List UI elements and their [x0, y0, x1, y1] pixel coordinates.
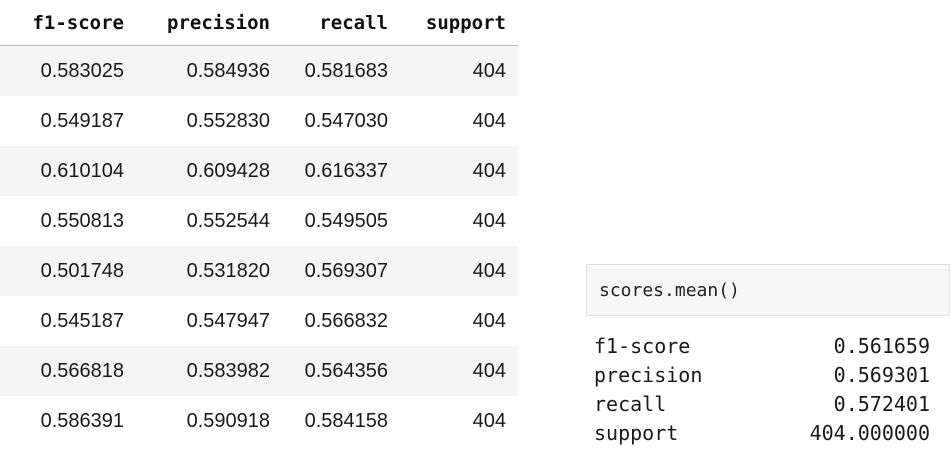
- cell-support: 404: [472, 209, 506, 232]
- output-value: 0.561659: [833, 334, 930, 358]
- column-header-recall: recall: [282, 0, 400, 46]
- mean-series-output: f1-score 0.561659 precision 0.569301 rec…: [594, 332, 930, 448]
- output-row: recall 0.572401: [594, 390, 930, 419]
- output-row: f1-score 0.561659: [594, 332, 930, 361]
- cell-support: 404: [472, 109, 506, 132]
- cell-f1-score: 0.545187: [40, 309, 124, 332]
- cell-recall: 0.569307: [282, 246, 400, 296]
- cell-f1-score: 0.583025: [0, 45, 136, 96]
- cell-f1-score: 0.566818: [0, 346, 136, 396]
- table-row: 0.566818 0.583982 0.564356 404: [0, 346, 518, 396]
- column-header-support: support: [400, 0, 518, 46]
- code-cell-source: scores.mean(): [599, 279, 740, 301]
- output-value: 0.569301: [833, 363, 930, 387]
- cell-support: 404: [400, 246, 518, 296]
- cell-f1-score: 0.610104: [0, 146, 136, 196]
- output-value: 0.572401: [833, 392, 930, 416]
- cell-f1-score: 0.550813: [40, 209, 124, 232]
- cell-support: 404: [472, 309, 506, 332]
- cell-precision: 0.609428: [136, 146, 282, 196]
- output-label: precision: [594, 363, 703, 387]
- cell-support: 404: [400, 346, 518, 396]
- output-label: recall: [594, 392, 667, 416]
- table-row: 0.549187 0.552830 0.547030 404: [0, 96, 518, 146]
- cell-precision: 0.583982: [136, 346, 282, 396]
- cell-recall: 0.547030: [304, 109, 388, 132]
- cell-precision: 0.552544: [186, 209, 270, 232]
- table-body: 0.583025 0.584936 0.581683 404 0.549187 …: [0, 45, 518, 447]
- table-row: 0.545187 0.547947 0.566832 404: [0, 296, 518, 346]
- cell-precision: 0.584936: [136, 45, 282, 96]
- table-row: 0.501748 0.531820 0.569307 404: [0, 246, 518, 296]
- output-label: support: [594, 421, 679, 445]
- table-row: 0.586391 0.590918 0.584158 404: [0, 396, 518, 446]
- cell-f1-score: 0.501748: [0, 246, 136, 296]
- cell-recall: 0.584158: [304, 409, 388, 432]
- table-header: f1-score precision recall support: [0, 0, 518, 46]
- cell-precision: 0.547947: [186, 309, 270, 332]
- table-row: 0.550813 0.552544 0.549505 404: [0, 196, 518, 246]
- output-value: 404.000000: [809, 421, 930, 445]
- cell-precision: 0.531820: [136, 246, 282, 296]
- output-row: support 404.000000: [594, 419, 930, 448]
- cell-support: 404: [472, 409, 506, 432]
- code-cell-input[interactable]: scores.mean(): [586, 264, 950, 316]
- column-header-precision: precision: [136, 0, 282, 46]
- header-row: f1-score precision recall support: [0, 0, 518, 46]
- output-row: precision 0.569301: [594, 361, 930, 390]
- cell-precision: 0.590918: [186, 409, 270, 432]
- table-row: 0.610104 0.609428 0.616337 404: [0, 146, 518, 196]
- table-row: 0.583025 0.584936 0.581683 404: [0, 45, 518, 96]
- cell-recall: 0.549505: [304, 209, 388, 232]
- cell-f1-score: 0.586391: [40, 409, 124, 432]
- cell-f1-score: 0.549187: [40, 109, 124, 132]
- cell-recall: 0.564356: [282, 346, 400, 396]
- scores-dataframe-table: f1-score precision recall support 0.5830…: [0, 0, 518, 447]
- cell-precision: 0.552830: [186, 109, 270, 132]
- cell-support: 404: [400, 146, 518, 196]
- cell-recall: 0.566832: [304, 309, 388, 332]
- cell-support: 404: [400, 45, 518, 96]
- cell-recall: 0.581683: [282, 45, 400, 96]
- cell-recall: 0.616337: [282, 146, 400, 196]
- output-label: f1-score: [594, 334, 691, 358]
- column-header-f1-score: f1-score: [0, 0, 136, 46]
